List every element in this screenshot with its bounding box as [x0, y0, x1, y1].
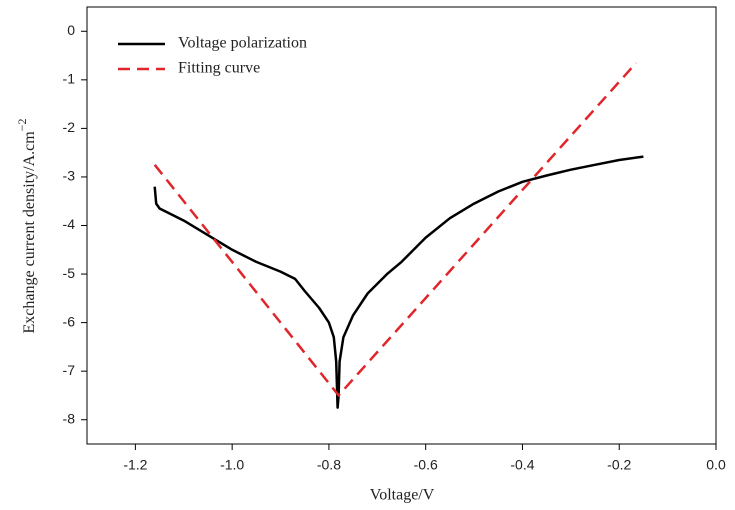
y-axis-label-main: Exchange current density/A.cm: [21, 131, 38, 334]
series-line: [153, 155, 644, 409]
y-axis-label-superscript: −2: [15, 119, 29, 132]
y-tick-label: -3: [63, 168, 76, 184]
series-line: [153, 61, 638, 397]
y-tick-label: -2: [63, 119, 76, 135]
y-axis-label: Exchange current density/A.cm−2: [15, 119, 38, 334]
legend-label: Voltage polarization: [178, 35, 307, 52]
legend-label: Fitting curve: [178, 60, 260, 77]
x-axis-label: Voltage/V: [370, 487, 435, 504]
y-tick-label: -8: [63, 410, 76, 426]
y-tick-label: -6: [63, 313, 76, 329]
y-tick-label: -4: [63, 216, 76, 232]
y-tick-label: -5: [63, 265, 76, 281]
x-tick-label: 0.0: [706, 457, 726, 473]
x-tick-label: -0.6: [414, 457, 438, 473]
x-tick-label: -1.2: [123, 457, 147, 473]
y-tick-label: 0: [67, 22, 75, 38]
x-tick-label: -0.4: [510, 457, 534, 473]
x-tick-label: -0.2: [607, 457, 631, 473]
x-tick-label: -0.8: [317, 457, 341, 473]
y-tick-label: -7: [63, 362, 76, 378]
y-tick-label: -1: [63, 71, 76, 87]
x-tick-label: -1.0: [220, 457, 244, 473]
